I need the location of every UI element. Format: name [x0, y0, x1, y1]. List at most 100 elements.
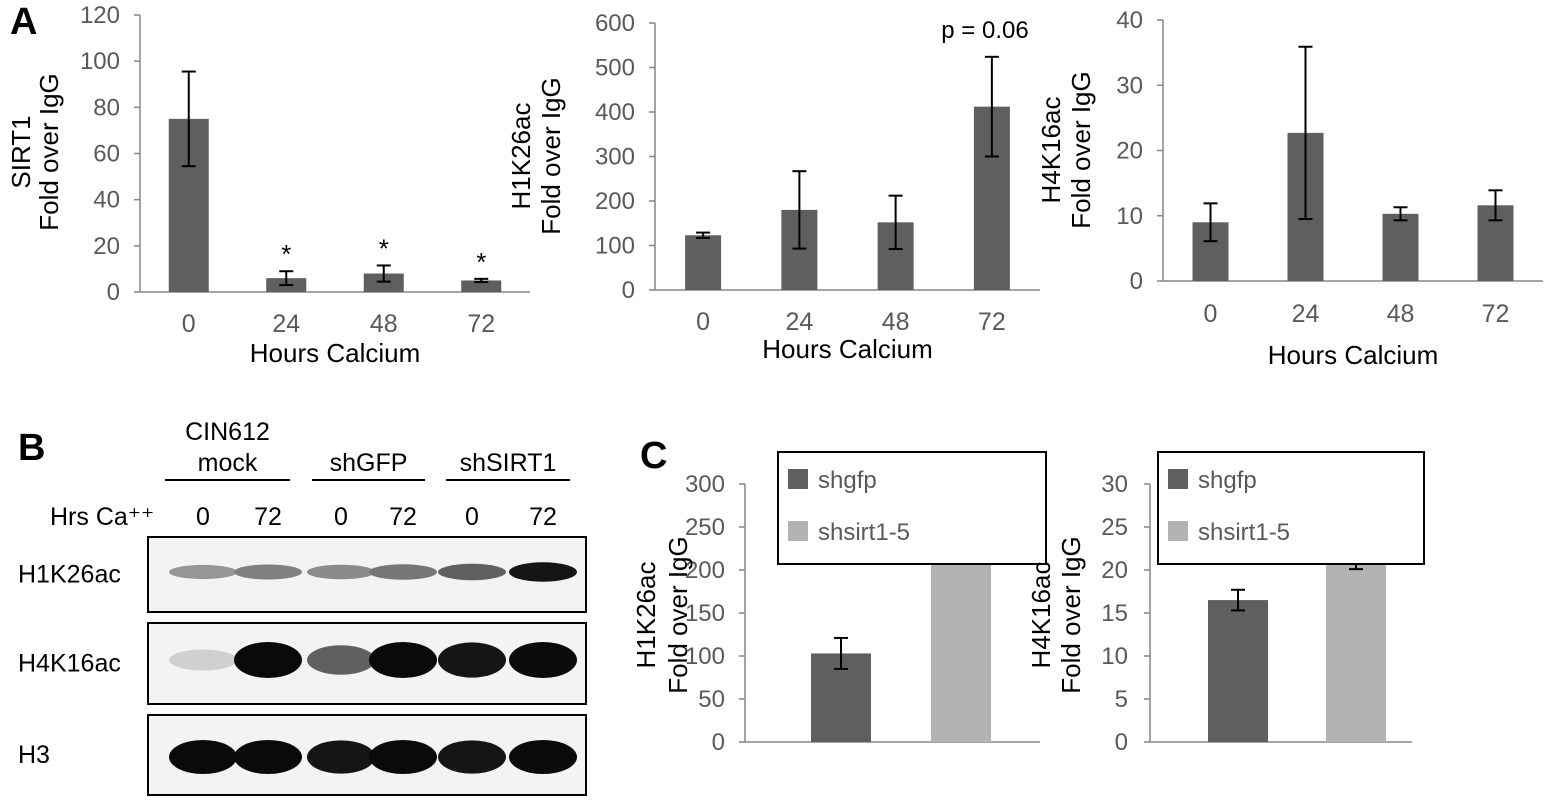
bar	[685, 235, 722, 290]
x-tick-label: 72	[1482, 300, 1510, 328]
chart-h4k16ac-time: 0 10 20 30 40 H4K16ac Fold over IgG 0 24 48 72 Hour…	[1036, 7, 1543, 370]
bar	[363, 273, 404, 292]
y-tick-label: 400	[595, 99, 635, 126]
blot-time-label: Hrs Ca⁺⁺	[50, 503, 154, 531]
blot-group-label-line1: CIN612	[185, 418, 270, 446]
panel-letter-c: C	[640, 435, 667, 477]
panel-letter-a: A	[10, 1, 37, 43]
blot-row-label: H1K26ac	[18, 561, 121, 589]
blot-band	[438, 642, 506, 678]
y-axis-title-line1: H1K26ac	[631, 562, 661, 669]
legend-label: shgfp	[818, 467, 877, 494]
blot-lane-label: 72	[254, 503, 282, 531]
legend-box	[777, 451, 1047, 565]
y-tick-label: 15	[1101, 600, 1128, 627]
significance-marker: *	[476, 247, 486, 277]
y-axis-title-line1: SIRT1	[6, 115, 36, 188]
y-axis-title-line1: H4K16ac	[1036, 97, 1066, 204]
p-value-note: p = 0.06	[941, 17, 1028, 44]
x-tick-label: 48	[1387, 300, 1415, 328]
blot-band	[234, 740, 302, 774]
y-tick-label: 5	[1115, 686, 1128, 713]
bar	[1326, 539, 1386, 742]
x-tick-label: 72	[467, 310, 495, 338]
blot-band	[169, 740, 237, 774]
y-tick-label: 250	[685, 514, 725, 541]
blot-group-label: mock	[198, 449, 258, 477]
bar	[1382, 213, 1419, 281]
y-tick-label: 25	[1101, 514, 1128, 541]
legend-box	[1157, 451, 1425, 565]
y-axis-title-line2: Fold over IgG	[1056, 536, 1086, 694]
blot-band	[438, 740, 506, 774]
y-tick-label: 80	[93, 94, 120, 121]
blot-band	[307, 740, 375, 774]
blot-group-label: shSIRT1	[460, 449, 557, 477]
y-tick-label: 0	[107, 279, 120, 306]
blot-band	[369, 740, 437, 774]
significance-marker: *	[281, 239, 291, 269]
y-tick-label: 20	[1101, 557, 1128, 584]
y-tick-label: 500	[595, 55, 635, 82]
chart-h4k16ac-knockdown: 0 5 10 15 20 25 30 H4K16ac Fold over IgG shgfp shs…	[1026, 451, 1425, 756]
blot-band	[234, 564, 302, 580]
legend-label: shgfp	[1198, 467, 1257, 494]
y-tick-label: 40	[1116, 7, 1143, 34]
x-tick-label: 48	[882, 308, 910, 336]
blot-band	[509, 642, 577, 678]
y-tick-label: 0	[712, 729, 725, 756]
blot-lane-label: 72	[529, 503, 557, 531]
legend-swatch	[788, 469, 808, 489]
y-tick-label: 200	[685, 557, 725, 584]
x-tick-label: 0	[1204, 300, 1218, 328]
y-tick-label: 300	[685, 471, 725, 498]
x-tick-label: 48	[370, 310, 398, 338]
blot-lane-label: 0	[334, 503, 348, 531]
blot-band	[509, 740, 577, 774]
x-axis-title: Hours Calcium	[1268, 340, 1439, 370]
y-tick-label: 0	[1130, 268, 1143, 295]
y-tick-label: 600	[595, 10, 635, 37]
legend-swatch	[1168, 521, 1188, 541]
blot-lane-label: 72	[389, 503, 417, 531]
y-tick-label: 100	[595, 233, 635, 260]
x-tick-label: 24	[785, 308, 813, 336]
legend-label: shsirt1-5	[1198, 519, 1290, 546]
chart-h1k26ac-time: 0 100 200 300 400 500 600 H1K26ac Fold over IgG 0…	[506, 10, 1040, 364]
y-tick-label: 20	[93, 233, 120, 260]
y-axis-title-line1: H1K26ac	[506, 103, 536, 210]
bar	[1208, 600, 1268, 742]
x-tick-label: 24	[272, 310, 300, 338]
x-axis-title: Hours Calcium	[250, 338, 421, 368]
blot-lane-label: 0	[196, 503, 210, 531]
blot-band	[509, 562, 577, 582]
significance-marker: *	[379, 233, 389, 263]
bar	[461, 280, 502, 292]
y-tick-label: 0	[622, 277, 635, 304]
y-axis-title-line1: H4K16ac	[1026, 562, 1056, 669]
y-axis-title-line2: Fold over IgG	[663, 536, 693, 694]
y-tick-label: 0	[1115, 729, 1128, 756]
y-tick-label: 40	[93, 187, 120, 214]
y-tick-label: 300	[595, 144, 635, 171]
panel-letter-b: B	[18, 427, 45, 469]
blot-band	[234, 642, 302, 678]
blot-band	[169, 649, 237, 671]
y-tick-label: 200	[595, 188, 635, 215]
blot-lane-label: 0	[465, 503, 479, 531]
blot-band	[369, 564, 437, 580]
x-tick-label: 0	[182, 310, 196, 338]
x-tick-label: 0	[696, 308, 710, 336]
blot-row-label: H3	[18, 741, 50, 769]
y-tick-label: 100	[80, 48, 120, 75]
y-tick-label: 100	[685, 643, 725, 670]
y-tick-label: 50	[698, 686, 725, 713]
y-axis-title-line2: Fold over IgG	[536, 77, 566, 235]
y-tick-label: 60	[93, 141, 120, 168]
y-tick-label: 10	[1116, 203, 1143, 230]
y-tick-label: 20	[1116, 138, 1143, 165]
legend-label: shsirt1-5	[818, 519, 910, 546]
y-axis-title-line2: Fold over IgG	[34, 73, 64, 231]
